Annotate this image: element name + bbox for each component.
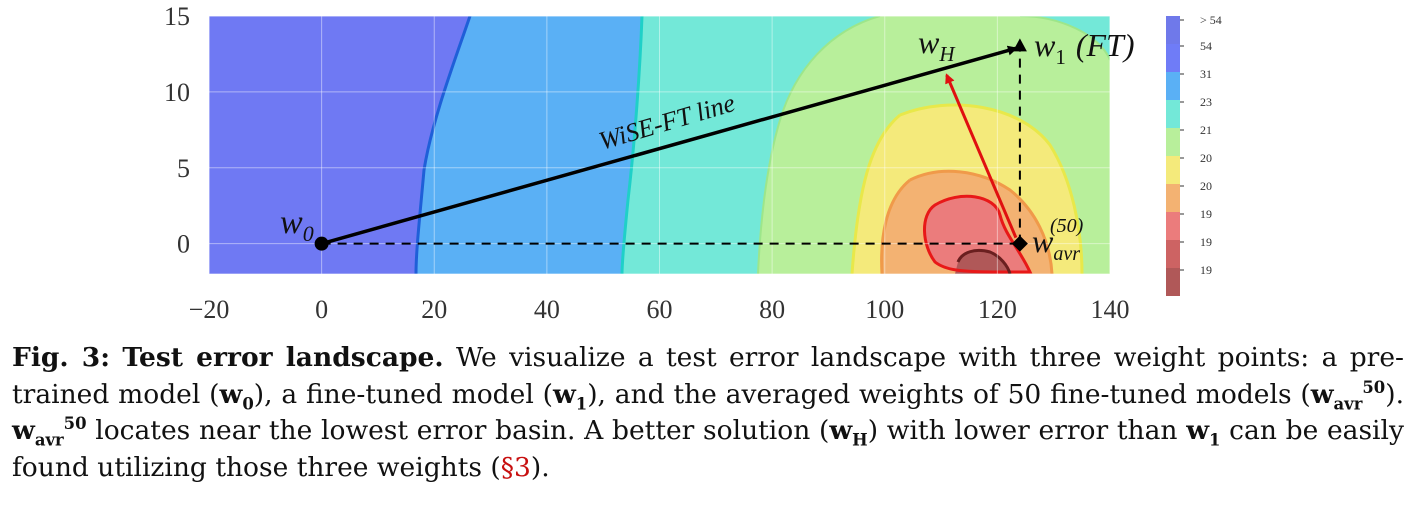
- x-tick-label: 120: [978, 295, 1017, 324]
- plot-grid: [209, 16, 1110, 274]
- x-tick-label: 60: [647, 295, 673, 324]
- wavr-point: [1011, 235, 1028, 252]
- colorbar-label: > 54: [1200, 13, 1222, 27]
- y-tick-label: 5: [177, 154, 190, 183]
- figure-caption: Fig. 3: Test error landscape. We visuali…: [12, 340, 1404, 486]
- colorbar-label: 19: [1200, 263, 1212, 277]
- colorbar-label: 31: [1200, 67, 1212, 81]
- y-tick-label: 15: [164, 2, 190, 31]
- caption-text-6: ) with lower error than: [867, 415, 1187, 446]
- x-tick-label: 140: [1091, 295, 1130, 324]
- caption-text-8: ).: [530, 451, 550, 483]
- caption-text-3: ), and the averaged weights of 50 fine-t…: [587, 378, 1311, 410]
- colorbar-swatch: [1166, 16, 1180, 44]
- colorbar-swatch: [1166, 184, 1180, 212]
- colorbar-swatch: [1166, 128, 1180, 156]
- w0-point: [314, 236, 329, 251]
- colorbar-swatch: [1166, 100, 1180, 128]
- caption-text-4: ).: [1385, 378, 1404, 410]
- colorbar: > 54 54 31 23 21 20 20 19 19 19: [1166, 13, 1222, 296]
- plot-frame: [208, 15, 1111, 275]
- colorbar-label: 54: [1200, 39, 1212, 53]
- wise-ft-arrow: [321, 45, 1018, 246]
- wavr-sup-label: (50): [1050, 215, 1084, 237]
- region-19a: [924, 196, 1030, 272]
- x-tick-label: 0: [315, 295, 328, 324]
- wh-arrow: [945, 73, 1018, 239]
- section-ref-link[interactable]: §3: [500, 451, 531, 483]
- weight-overlay: [314, 38, 1028, 252]
- colorbar-swatch: [1166, 72, 1180, 100]
- caption-w1: w1: [552, 378, 588, 413]
- caption-w1-2: w1: [1186, 415, 1221, 450]
- caption-heading: Test error landscape.: [122, 342, 444, 373]
- y-axis-ticks: 0 5 10 15: [164, 2, 190, 259]
- colorbar-label: 20: [1200, 151, 1212, 165]
- colorbar-label: 19: [1200, 207, 1212, 221]
- w1-point: [1012, 38, 1027, 52]
- colorbar-label: 19: [1200, 235, 1212, 249]
- x-axis-ticks: −20 0 20 40 60 80 100 120 140: [189, 295, 1130, 324]
- y-tick-label: 0: [177, 230, 190, 259]
- wh-label: wH: [918, 24, 956, 66]
- caption-wavr-2: wavr50: [12, 414, 87, 450]
- colorbar-swatch: [1166, 44, 1180, 72]
- x-tick-label: 80: [759, 295, 785, 324]
- caption-wh: wH: [829, 415, 868, 450]
- colorbar-swatch: [1166, 156, 1180, 184]
- colorbar-swatch: [1166, 240, 1180, 268]
- x-tick-label: 40: [534, 295, 560, 324]
- colorbar-swatch: [1166, 268, 1180, 296]
- w0-label: w0: [280, 204, 314, 246]
- colorbar-label: 21: [1200, 123, 1212, 137]
- caption-text-1: We visualize a test error landscape with…: [12, 342, 1404, 410]
- colorbar-swatch: [1166, 212, 1180, 240]
- wavr-label: wavr: [1032, 223, 1080, 265]
- caption-w0: w0: [219, 378, 254, 413]
- caption-text-2: ), a fine-tuned model (: [253, 378, 553, 410]
- contour-regions: [209, 16, 1110, 274]
- colorbar-label: 20: [1200, 179, 1212, 193]
- x-tick-label: 20: [421, 295, 447, 324]
- x-tick-label: −20: [189, 295, 230, 324]
- w1-label: w1 (FT): [1034, 27, 1135, 69]
- colorbar-label: 23: [1200, 95, 1212, 109]
- caption-wavr: wavr50: [1310, 377, 1386, 413]
- x-tick-label: 100: [865, 295, 904, 324]
- y-tick-label: 10: [164, 78, 190, 107]
- caption-text-7: can be easily found utilizing those thre…: [12, 415, 1404, 483]
- caption-text-5: locates near the lowest error basin. A b…: [86, 415, 830, 446]
- caption-label: Fig. 3:: [12, 342, 110, 373]
